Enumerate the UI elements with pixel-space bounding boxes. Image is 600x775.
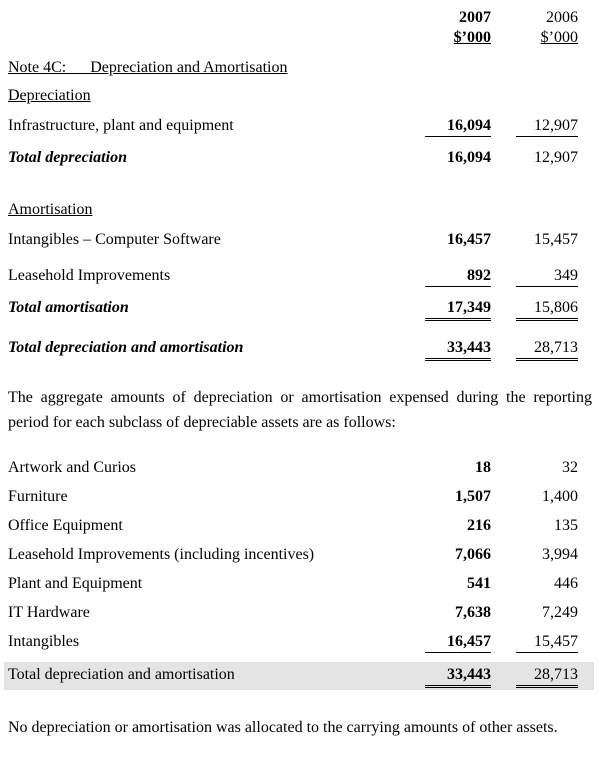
table-row: Leasehold Improvements (including incent… [8, 545, 578, 565]
depreciation-heading-row: Depreciation [8, 86, 578, 106]
value-2006: 1,400 [542, 488, 578, 505]
value-2006: 28,713 [516, 338, 578, 361]
value-2007: 17,349 [425, 298, 491, 321]
aggregate-paragraph: The aggregate amounts of depreciation or… [8, 389, 592, 431]
note-title-row: Note 4C: Depreciation and Amortisation [8, 58, 578, 78]
column-header-2006: 2006 [516, 8, 578, 28]
value-2007: 16,094 [425, 116, 491, 137]
row-label: Infrastructure, plant and equipment [8, 117, 234, 134]
row-label: Plant and Equipment [8, 575, 143, 592]
value-2007: 892 [425, 266, 491, 287]
column-header-years: 2007 2006 [8, 8, 578, 28]
value-2007: 216 [467, 517, 491, 534]
grand-total-row: Total depreciation and amortisation 33,4… [8, 338, 578, 361]
value-2006: 15,457 [516, 632, 578, 653]
value-2007: 7,066 [455, 546, 491, 563]
row-label: Artwork and Curios [8, 459, 136, 476]
unit-2006-cell: $’000 [516, 28, 578, 48]
value-2006: 15,457 [534, 231, 578, 248]
total-row-depreciation: Total depreciation 16,094 12,907 [8, 148, 578, 168]
value-2007: 18 [475, 459, 491, 476]
table-row: Intangibles 16,457 15,457 [8, 632, 578, 653]
row-label: Furniture [8, 488, 68, 505]
subclass-total-row: Total depreciation and amortisation 33,4… [4, 662, 594, 690]
value-2006: 3,994 [542, 546, 578, 563]
value-2006: 32 [562, 459, 578, 476]
row-label: Leasehold Improvements [8, 267, 171, 284]
value-2007: 33,443 [425, 665, 491, 688]
row-label: IT Hardware [8, 604, 90, 621]
row-label: Office Equipment [8, 517, 123, 534]
total-label: Total depreciation and amortisation [8, 339, 244, 356]
table-row: Office Equipment 216 135 [8, 516, 578, 536]
amortisation-heading-row: Amortisation [8, 200, 578, 220]
value-2007: 16,457 [425, 632, 491, 653]
value-2007: 1,507 [455, 488, 491, 505]
total-row-amortisation: Total amortisation 17,349 15,806 [8, 298, 578, 321]
year-2006-label: 2006 [546, 9, 578, 26]
table-row: Leasehold Improvements 892 349 [8, 266, 578, 287]
table-row: Intangibles – Computer Software 16,457 1… [8, 230, 578, 250]
row-label: Intangibles – Computer Software [8, 231, 221, 248]
value-2007: 541 [467, 575, 491, 592]
year-2007-label: 2007 [459, 9, 491, 26]
table-row: Infrastructure, plant and equipment 16,0… [8, 116, 578, 137]
table-row: Plant and Equipment 541 446 [8, 574, 578, 594]
column-header-2007: 2007 [425, 8, 491, 28]
unit-2006-label: $’000 [540, 29, 578, 46]
total-label: Total amortisation [8, 299, 129, 316]
value-2006: 135 [554, 517, 578, 534]
value-2006: 12,907 [534, 149, 578, 166]
value-2007: 7,638 [455, 604, 491, 621]
total-label: Total depreciation and amortisation [8, 666, 235, 683]
value-2006: 446 [554, 575, 578, 592]
table-row: Artwork and Curios 18 32 [8, 458, 578, 478]
value-2007: 16,094 [447, 149, 491, 166]
financial-note-page: 2007 2006 $’000 $’000 Note 4C: Depreciat… [4, 8, 594, 736]
table-row: Furniture 1,507 1,400 [8, 487, 578, 507]
row-label: Leasehold Improvements (including incent… [8, 546, 315, 563]
value-2006: 349 [516, 266, 578, 287]
value-2006: 15,806 [516, 298, 578, 321]
value-2007: 33,443 [425, 338, 491, 361]
value-2006: 12,907 [516, 116, 578, 137]
section-heading-depreciation: Depreciation [8, 87, 91, 104]
column-header-units: $’000 $’000 [8, 28, 578, 48]
row-label: Intangibles [8, 633, 80, 650]
note-title: Note 4C: Depreciation and Amortisation [8, 59, 288, 76]
unit-2007-cell: $’000 [425, 28, 491, 48]
unit-2007-label: $’000 [453, 29, 491, 46]
value-2006: 28,713 [516, 665, 578, 688]
closing-paragraph: No depreciation or amortisation was allo… [8, 719, 558, 736]
total-label: Total depreciation [8, 149, 127, 166]
value-2007: 16,457 [447, 231, 491, 248]
section-heading-amortisation: Amortisation [8, 201, 93, 218]
table-row: IT Hardware 7,638 7,249 [8, 603, 578, 623]
value-2006: 7,249 [542, 604, 578, 621]
